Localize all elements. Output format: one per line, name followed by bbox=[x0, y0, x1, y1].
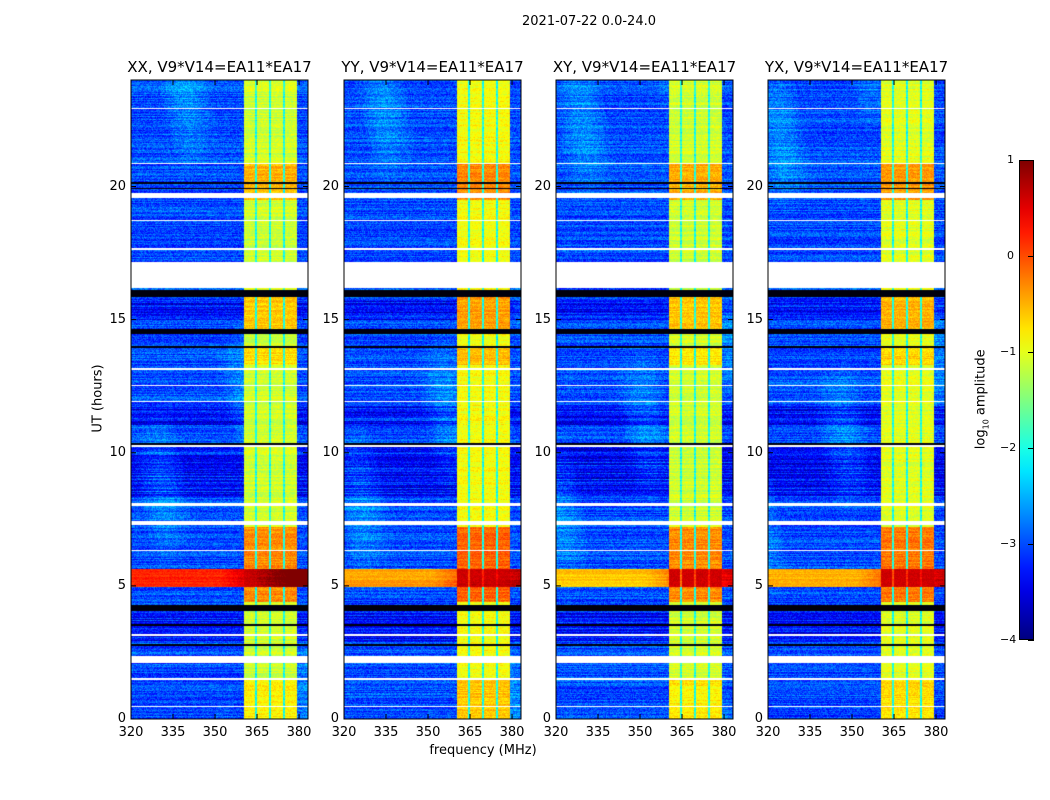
x-tick-label: 350 bbox=[415, 725, 441, 740]
axes-frame bbox=[343, 79, 522, 720]
spectrogram-image bbox=[131, 80, 308, 719]
x-tick-label: 350 bbox=[202, 725, 228, 740]
spectrogram-panel-3: XY, V9*V14=EA11*EA17 320 335 350 365 380 0 5 10 1… bbox=[534, 58, 736, 740]
colorbar-label-rest: amplitude bbox=[973, 349, 989, 420]
y-tick-label: 10 bbox=[746, 444, 763, 460]
x-tick-label: 380 bbox=[711, 725, 737, 740]
y-tick-label: 0 bbox=[330, 711, 339, 726]
spectrogram-image bbox=[768, 80, 945, 719]
spectrogram-panel-2: YY, V9*V14=EA11*EA17 320 335 350 365 380 0 5 10 1… bbox=[322, 58, 524, 740]
spectrogram-panel-1: XX, V9*V14=EA11*EA17 320 335 350 365 380 0 5 10 1… bbox=[109, 58, 311, 740]
y-tick-label: 20 bbox=[109, 178, 126, 194]
y-axis-label: UT (hours) bbox=[90, 364, 106, 433]
x-tick-label: 320 bbox=[755, 725, 781, 740]
x-tick-label: 350 bbox=[627, 725, 653, 740]
colorbar-tick-label: −2 bbox=[1000, 441, 1017, 454]
colorbar-label: log10 amplitude bbox=[974, 339, 991, 459]
y-tick-label: 15 bbox=[109, 311, 126, 327]
colorbar-tick-label: −1 bbox=[1000, 345, 1017, 358]
axes-border bbox=[555, 79, 734, 720]
colorbar-tick bbox=[1028, 544, 1034, 545]
colorbar-tick-label: −3 bbox=[1000, 537, 1017, 550]
x-tick-label: 320 bbox=[543, 725, 569, 740]
y-tick-label: 0 bbox=[754, 711, 763, 726]
x-tick-label: 365 bbox=[669, 725, 695, 740]
x-tick-label: 335 bbox=[585, 725, 611, 740]
axes-frame bbox=[555, 79, 734, 720]
axes-frame bbox=[767, 79, 946, 720]
colorbar-tick-label: 1 bbox=[1007, 153, 1014, 166]
colorbar-tick bbox=[1028, 448, 1034, 449]
panel-title: XX, V9*V14=EA11*EA17 bbox=[127, 58, 312, 76]
colorbar-label-main: log bbox=[973, 429, 989, 450]
colorbar-tick bbox=[1028, 352, 1034, 353]
y-tick-label: 10 bbox=[109, 444, 126, 460]
y-tick-label: 10 bbox=[534, 444, 551, 460]
y-tick-label: 0 bbox=[542, 711, 551, 726]
axes-border bbox=[130, 79, 309, 720]
spectrogram-image bbox=[556, 80, 733, 719]
x-tick-label: 365 bbox=[457, 725, 483, 740]
y-tick-label: 20 bbox=[322, 178, 339, 194]
panel-title: YY, V9*V14=EA11*EA17 bbox=[341, 58, 524, 76]
x-axis-label: frequency (MHz) bbox=[429, 743, 537, 758]
x-tick-label: 335 bbox=[160, 725, 186, 740]
x-tick-label: 335 bbox=[797, 725, 823, 740]
colorbar-tick bbox=[1028, 160, 1034, 161]
y-tick-label: 5 bbox=[754, 577, 763, 593]
colorbar-tick-label: 0 bbox=[1007, 249, 1014, 262]
panel-title: YX, V9*V14=EA11*EA17 bbox=[764, 58, 949, 76]
y-tick-label: 20 bbox=[746, 178, 763, 194]
axes-frame bbox=[130, 79, 309, 720]
y-tick-label: 15 bbox=[322, 311, 339, 327]
spectrogram-panel-4: YX, V9*V14=EA11*EA17 320 335 350 365 380 0 5 10 1… bbox=[746, 58, 948, 740]
x-tick-label: 320 bbox=[331, 725, 357, 740]
panel-title: XY, V9*V14=EA11*EA17 bbox=[552, 58, 737, 76]
y-tick-label: 20 bbox=[534, 178, 551, 194]
y-tick-label: 15 bbox=[746, 311, 763, 327]
x-tick-label: 320 bbox=[118, 725, 144, 740]
colorbar-tick-label: −4 bbox=[1000, 633, 1017, 646]
x-tick-label: 365 bbox=[244, 725, 270, 740]
x-tick-label: 350 bbox=[839, 725, 865, 740]
x-tick-label: 335 bbox=[373, 725, 399, 740]
colorbar-tick bbox=[1028, 256, 1034, 257]
x-tick-label: 380 bbox=[499, 725, 525, 740]
y-tick-label: 5 bbox=[542, 577, 551, 593]
colorbar bbox=[1019, 160, 1034, 640]
x-tick-label: 380 bbox=[923, 725, 949, 740]
colorbar-label-sub: 10 bbox=[981, 419, 991, 430]
spectrogram-image bbox=[344, 80, 521, 719]
x-tick-label: 365 bbox=[881, 725, 907, 740]
colorbar-tick bbox=[1028, 640, 1034, 641]
axes-border bbox=[767, 79, 946, 720]
y-tick-label: 5 bbox=[117, 577, 126, 593]
axes-border bbox=[343, 79, 522, 720]
y-tick-label: 5 bbox=[330, 577, 339, 593]
figure-title: 2021-07-22 0.0-24.0 bbox=[522, 14, 656, 29]
x-tick-label: 380 bbox=[286, 725, 312, 740]
y-tick-label: 15 bbox=[534, 311, 551, 327]
y-tick-label: 10 bbox=[322, 444, 339, 460]
y-tick-label: 0 bbox=[117, 711, 126, 726]
